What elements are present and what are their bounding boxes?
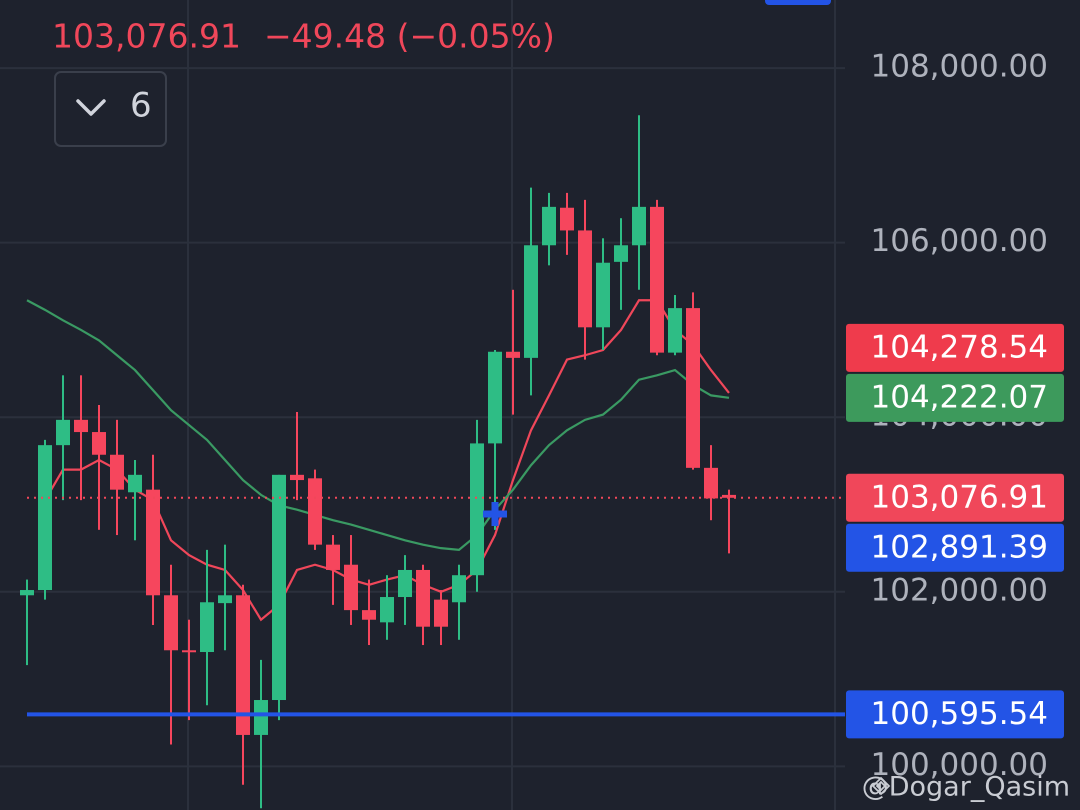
price-tag	[846, 690, 1064, 739]
candle-body	[74, 419, 88, 433]
button-frame[interactable]	[54, 71, 167, 147]
candle-body	[452, 575, 466, 603]
price-tag-label: 102,891.39	[871, 529, 1049, 565]
grid	[0, 67, 845, 768]
top-tab[interactable]	[765, 0, 831, 5]
candle-body	[434, 599, 448, 627]
candle-body	[20, 590, 34, 596]
moving-average-line	[26, 299, 730, 552]
candle-body	[416, 569, 430, 627]
candle-body	[596, 262, 610, 328]
candle-body	[506, 351, 520, 358]
candle-body	[380, 597, 394, 623]
candle-body	[344, 564, 358, 611]
candle-body	[182, 650, 196, 653]
candle-body	[128, 474, 142, 493]
candle-body	[254, 700, 268, 735]
candle-body	[290, 474, 304, 481]
price-tag	[846, 523, 1064, 572]
y-tick-label: 100,000.00	[871, 747, 1049, 783]
header-price: 103,076.91	[52, 17, 241, 56]
y-tick-label: 108,000.00	[871, 49, 1049, 85]
header-change: −49.48 (−0.05%)	[264, 17, 555, 56]
y-tick-label: 102,000.00	[871, 572, 1049, 608]
candle-body	[164, 595, 178, 651]
price-tag-label: 104,278.54	[871, 329, 1049, 365]
candle-body	[632, 206, 646, 246]
y-tick-label: 106,000.00	[871, 223, 1049, 259]
candle-body	[272, 474, 286, 701]
candle-body	[38, 445, 52, 591]
candle-body	[56, 419, 70, 446]
candle-body	[668, 308, 682, 353]
indicator-button[interactable]: 6	[54, 71, 167, 147]
candle-body	[614, 245, 628, 262]
candle-body	[488, 351, 502, 444]
candle-body	[650, 206, 664, 353]
candle-body	[308, 478, 322, 545]
candle-body	[704, 467, 718, 499]
watermark: @Dogar_Qasim	[862, 772, 1070, 803]
candle-body	[524, 245, 538, 358]
candle-body	[578, 230, 592, 328]
candle-body	[470, 443, 484, 576]
chevron-icon	[76, 99, 106, 116]
candle-body	[236, 595, 250, 735]
watermark-icon	[871, 776, 891, 796]
position-marker	[483, 501, 507, 526]
price-tag	[846, 373, 1064, 422]
indicator-count: 6	[130, 86, 152, 126]
candle-body	[200, 602, 214, 653]
candle-body	[542, 206, 556, 246]
candle-body	[92, 432, 106, 455]
candle-body	[146, 489, 160, 596]
candle-body	[218, 595, 232, 604]
watermark-text: @Dogar_Qasim	[862, 772, 1070, 803]
price-tag	[846, 323, 1064, 372]
price-tags: 103,076.91 104,222.07 104,278.54 102,891.39…	[846, 323, 1064, 739]
candle-body	[362, 610, 376, 620]
price-tag-label: 103,076.91	[871, 479, 1049, 515]
candle-body	[686, 308, 700, 468]
candle-body	[110, 454, 124, 490]
price-tag-label: 100,595.54	[871, 696, 1049, 732]
candle-body	[326, 544, 340, 570]
candle-body	[560, 207, 574, 231]
candle-body	[722, 494, 736, 498]
price-tag-label: 104,222.07	[871, 379, 1049, 415]
plot-area	[20, 115, 845, 809]
price-tag	[846, 473, 1064, 522]
candle-body	[398, 569, 412, 598]
